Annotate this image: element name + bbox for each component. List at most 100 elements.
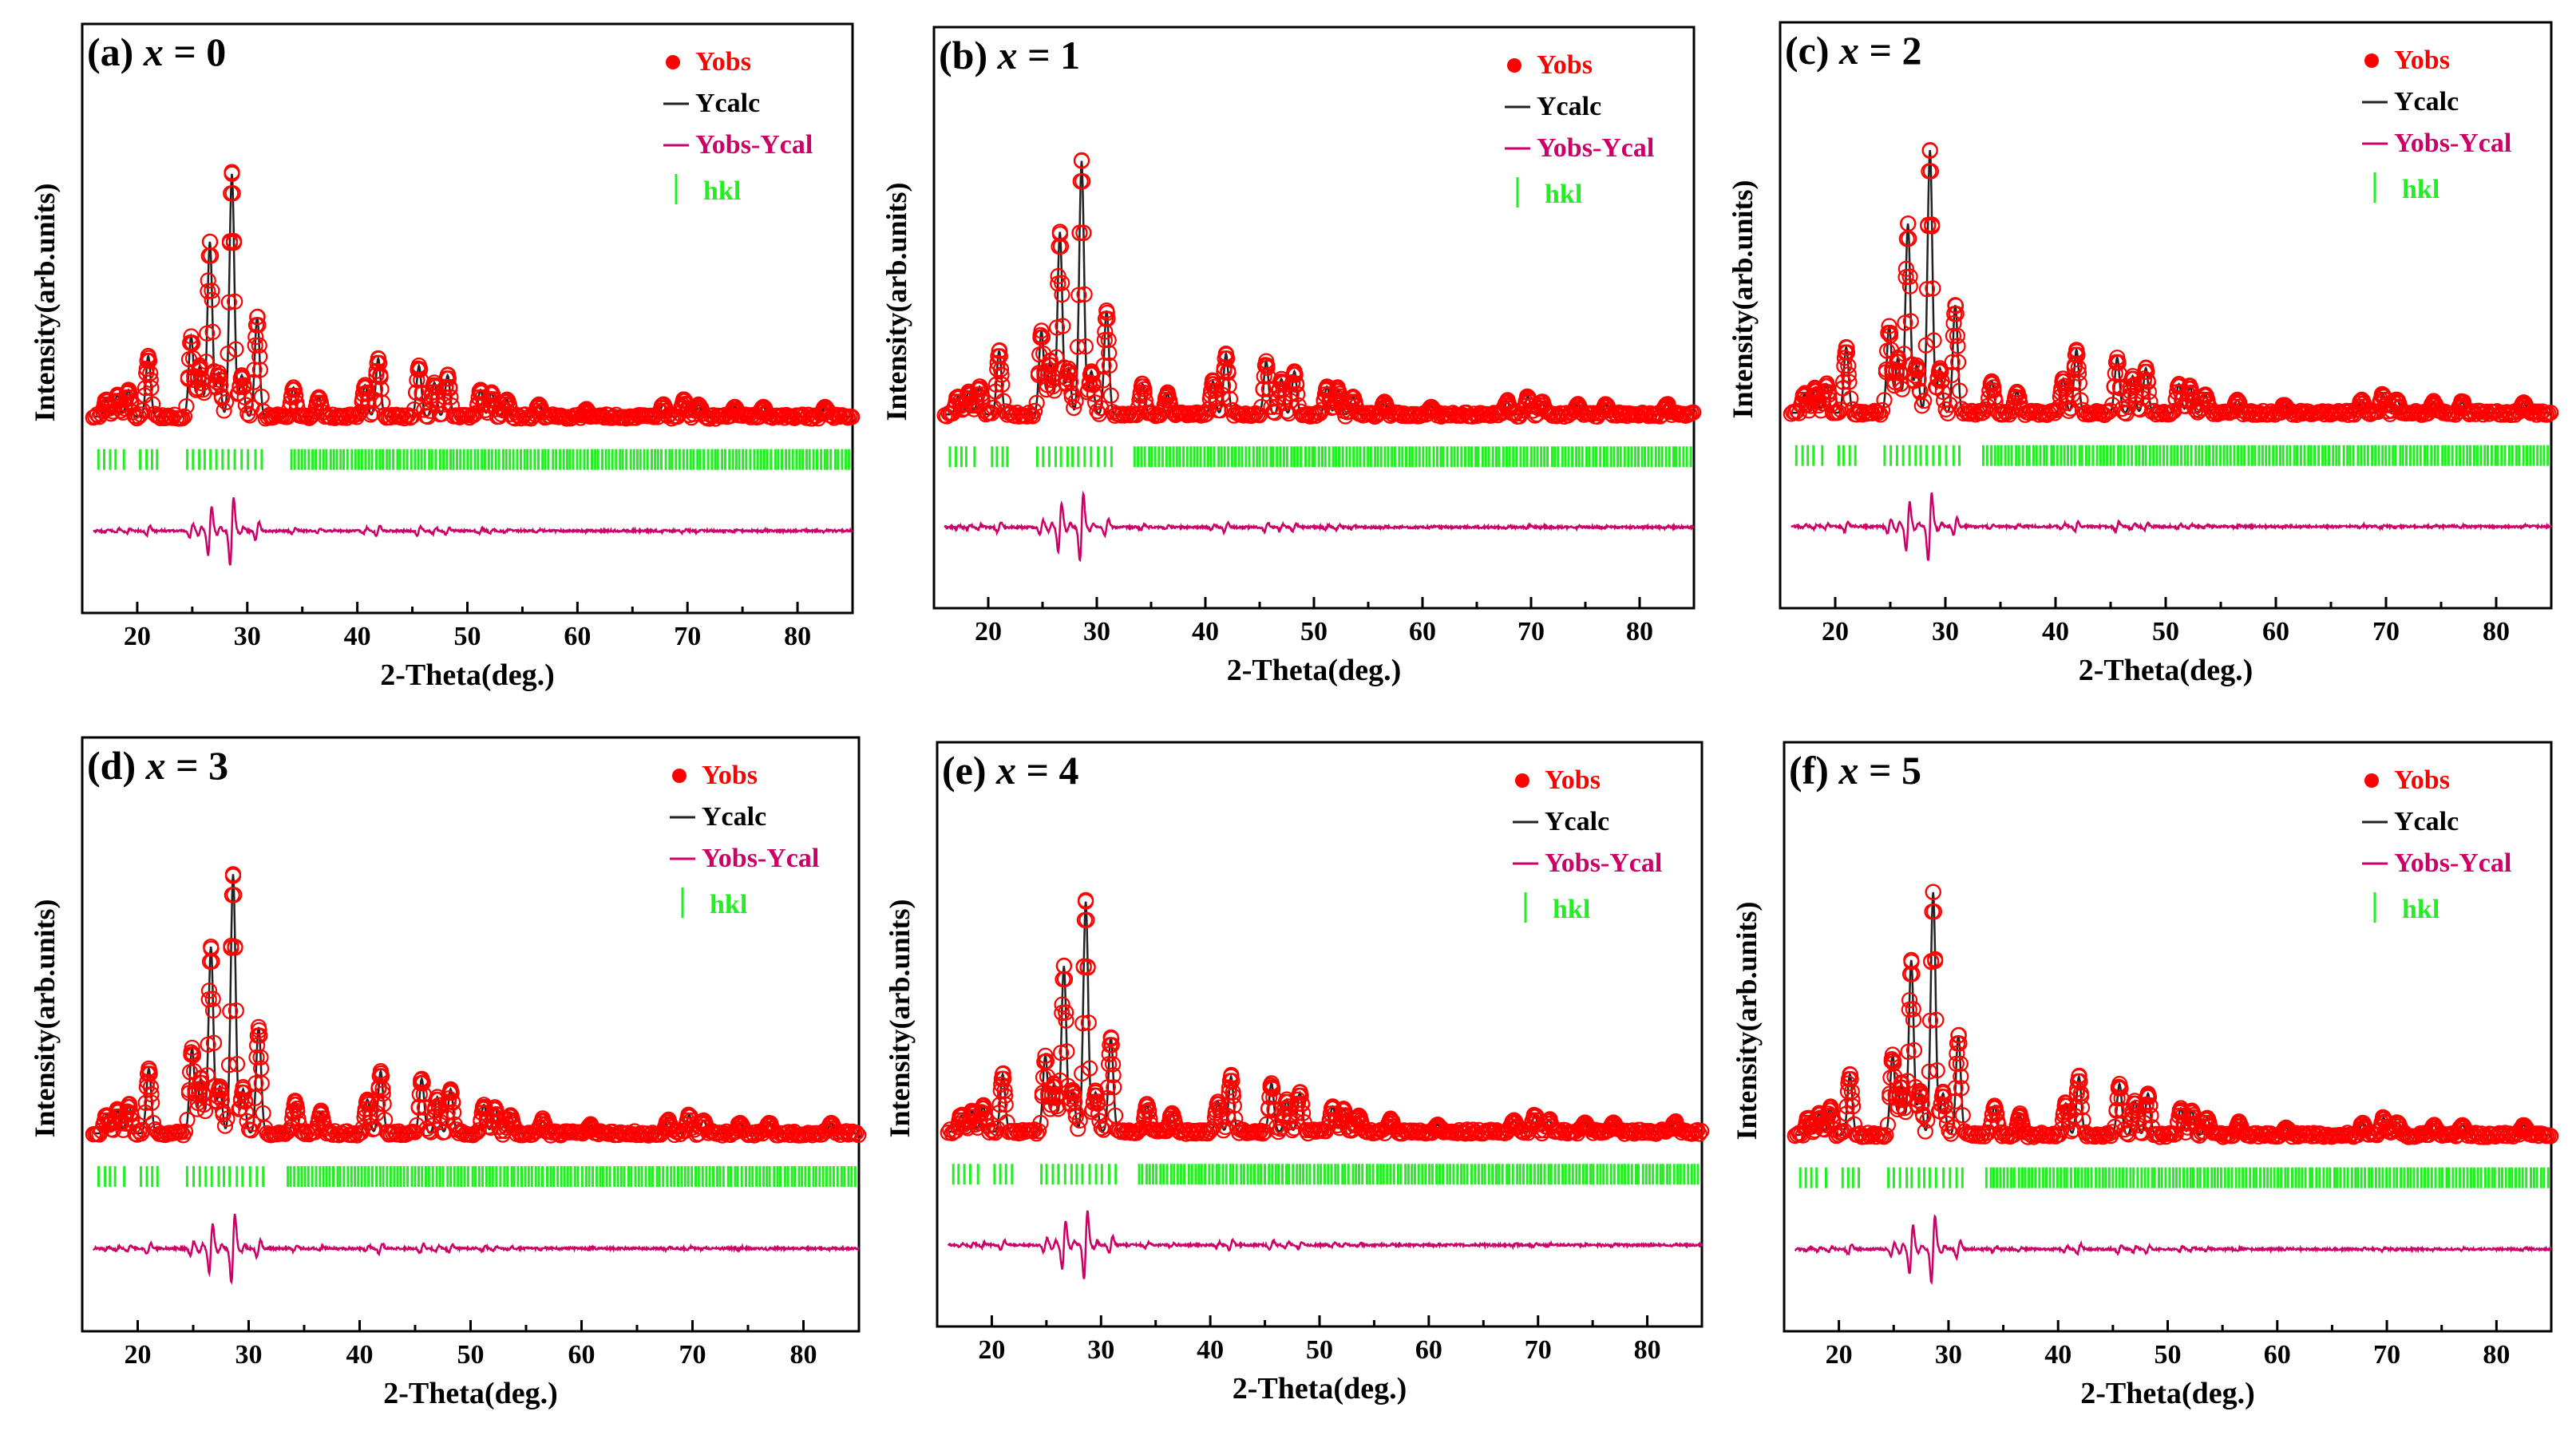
- panel-variable: x: [997, 33, 1018, 77]
- yobs-point: [1353, 1116, 1371, 1133]
- yobs-point: [1876, 392, 1893, 409]
- legend: Yobs Ycalc Yobs-Ycal hkl: [1505, 50, 1654, 209]
- yobs-point: [1693, 1122, 1710, 1140]
- yobs-point: [1685, 404, 1702, 421]
- yobs-point: [2069, 346, 2086, 363]
- yobs-point: [1080, 1014, 1097, 1031]
- yobs-point: [2104, 397, 2121, 413]
- yobs-point: [251, 1027, 268, 1044]
- yobs-point: [1886, 1053, 1902, 1069]
- yobs-point: [1985, 382, 2002, 399]
- yobs-point: [2127, 378, 2143, 395]
- yobs-point: [1216, 362, 1233, 379]
- yobs-point: [1608, 1119, 1624, 1136]
- yobs-point: [1601, 401, 1617, 418]
- yobs-point: [1933, 373, 1950, 389]
- yobs-point: [1206, 382, 1224, 399]
- yobs-point: [1874, 401, 1891, 419]
- yobs-point: [1824, 1107, 1841, 1125]
- yobs-point: [1100, 1056, 1118, 1073]
- yobs-point: [1948, 306, 1965, 322]
- difference-line: [92, 1213, 860, 1285]
- yobs-point: [1074, 1065, 1090, 1082]
- yobs-point: [693, 402, 710, 419]
- yobs-point: [1905, 1011, 1922, 1028]
- x-tick-label: 70: [679, 1340, 706, 1370]
- yobs-point: [1949, 1045, 1965, 1062]
- yobs-point: [1217, 1118, 1234, 1136]
- yobs-point: [1048, 319, 1066, 336]
- yobs-point: [443, 1085, 460, 1101]
- y-axis-label: Intensity(arb.units): [1731, 901, 1763, 1140]
- difference-line: [1791, 492, 2553, 561]
- legend-diff-label: Yobs-Ycal: [702, 844, 819, 873]
- x-tick-label: 40: [2042, 617, 2069, 646]
- yobs-point: [1925, 332, 1942, 349]
- yobs-point: [236, 389, 253, 405]
- yobs-point: [537, 1119, 554, 1136]
- yobs-point: [734, 1120, 752, 1137]
- yobs-point: [1685, 1125, 1702, 1142]
- panel-variable: x: [1838, 28, 1859, 73]
- yobs-series: [1787, 884, 2559, 1145]
- yobs-point: [224, 866, 242, 883]
- yobs-point: [1058, 1043, 1075, 1060]
- yobs-point: [192, 361, 209, 378]
- yobs-point: [1839, 1083, 1856, 1100]
- legend-yobs-label: Yobs: [2394, 45, 2450, 75]
- yobs-point: [2057, 380, 2074, 397]
- yobs-point: [2182, 381, 2199, 397]
- yobs-point: [991, 348, 1008, 365]
- x-tick-label: 80: [1626, 617, 1653, 646]
- yobs-point: [1949, 327, 1965, 344]
- yobs-point: [1432, 1120, 1449, 1137]
- yobs-point: [176, 1123, 194, 1140]
- yobs-point: [144, 1094, 160, 1111]
- yobs-point: [289, 1102, 306, 1120]
- yobs-point: [1890, 354, 1907, 370]
- yobs-point: [1284, 375, 1301, 392]
- yobs-point: [2172, 384, 2190, 401]
- yobs-point: [189, 1094, 207, 1112]
- yobs-point: [224, 165, 240, 182]
- yobs-point: [730, 404, 746, 421]
- yobs-point: [488, 1101, 505, 1118]
- x-axis-label: 2-Theta(deg.): [1227, 654, 1401, 687]
- yobs-point: [178, 398, 195, 415]
- yobs-point: [2234, 1121, 2250, 1137]
- x-tick-label: 40: [346, 1340, 374, 1370]
- yobs-point: [140, 353, 158, 370]
- yobs-point: [1949, 338, 1966, 354]
- panel-b: 20 30 40 50 60 70 80 2-Theta(deg.) Intensity(arb…: [880, 26, 1702, 687]
- panel-letter: (e): [942, 748, 996, 793]
- yobs-series: [85, 866, 867, 1144]
- legend-yobs-marker: [2364, 53, 2379, 68]
- yobs-point: [2200, 396, 2217, 413]
- yobs-point: [1897, 260, 1914, 277]
- panel-title: (a) x = 0: [87, 30, 226, 74]
- yobs-point: [440, 370, 457, 387]
- yobs-point: [470, 1122, 487, 1139]
- legend-yobs-marker: [1515, 773, 1529, 788]
- yobs-point: [1028, 394, 1045, 411]
- yobs-point: [2135, 383, 2151, 401]
- yobs-point: [368, 366, 385, 383]
- yobs-point: [999, 1113, 1015, 1131]
- yobs-point: [1952, 1055, 1969, 1072]
- yobs-point: [1081, 1060, 1098, 1077]
- yobs-point: [1283, 385, 1300, 402]
- yobs-point: [374, 1085, 391, 1102]
- yobs-point: [2070, 365, 2087, 382]
- yobs-point: [1098, 302, 1115, 319]
- yobs-point: [220, 294, 237, 310]
- yobs-point: [1106, 1079, 1122, 1096]
- yobs-point: [1945, 327, 1961, 344]
- yobs-point: [1142, 1110, 1158, 1127]
- yobs-point: [183, 328, 200, 345]
- x-tick-label: 60: [2264, 1340, 2291, 1370]
- yobs-point: [250, 1018, 267, 1036]
- yobs-point: [1221, 378, 1237, 394]
- yobs-point: [1950, 354, 1967, 370]
- y-axis-label: Intensity(arb.units): [29, 183, 61, 421]
- yobs-point: [1905, 1001, 1921, 1018]
